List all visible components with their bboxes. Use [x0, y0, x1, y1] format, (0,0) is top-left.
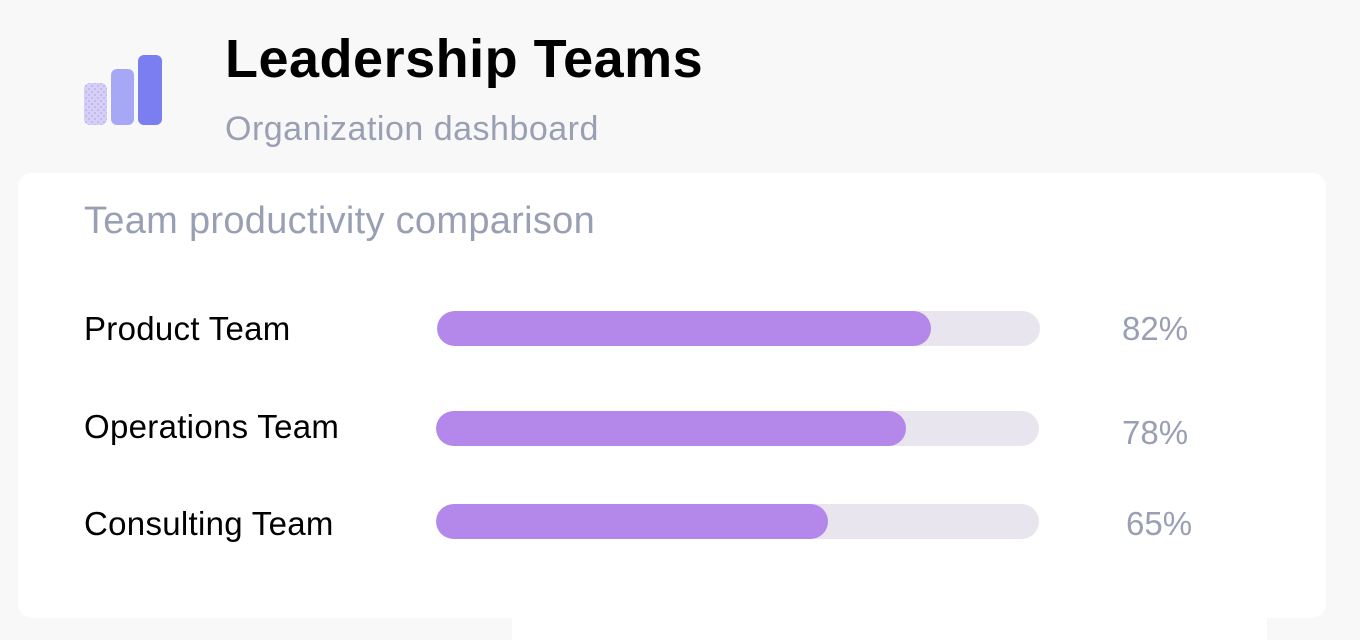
team-label: Product Team	[84, 310, 291, 347]
progress-bar	[437, 311, 1040, 346]
percentage-label: 65%	[1126, 505, 1193, 542]
percentage-label: 78%	[1122, 414, 1189, 451]
team-row-consulting: Consulting Team 65%	[18, 504, 1326, 544]
team-label: Operations Team	[84, 408, 340, 445]
productivity-card: Team productivity comparison Product Tea…	[18, 173, 1326, 618]
page-subtitle: Organization dashboard	[225, 110, 599, 148]
progress-bar	[436, 504, 1039, 539]
bar-chart-icon	[84, 55, 162, 125]
percentage-label: 82%	[1122, 310, 1189, 347]
team-row-product: Product Team 82%	[18, 309, 1326, 349]
card-title: Team productivity comparison	[84, 200, 596, 242]
team-label: Consulting Team	[84, 505, 334, 542]
progress-bar	[436, 411, 1039, 446]
progress-fill	[437, 311, 932, 346]
team-row-operations: Operations Team 78%	[18, 407, 1326, 451]
progress-fill	[436, 411, 907, 446]
progress-fill	[436, 504, 828, 539]
page-title: Leadership Teams	[225, 29, 704, 89]
